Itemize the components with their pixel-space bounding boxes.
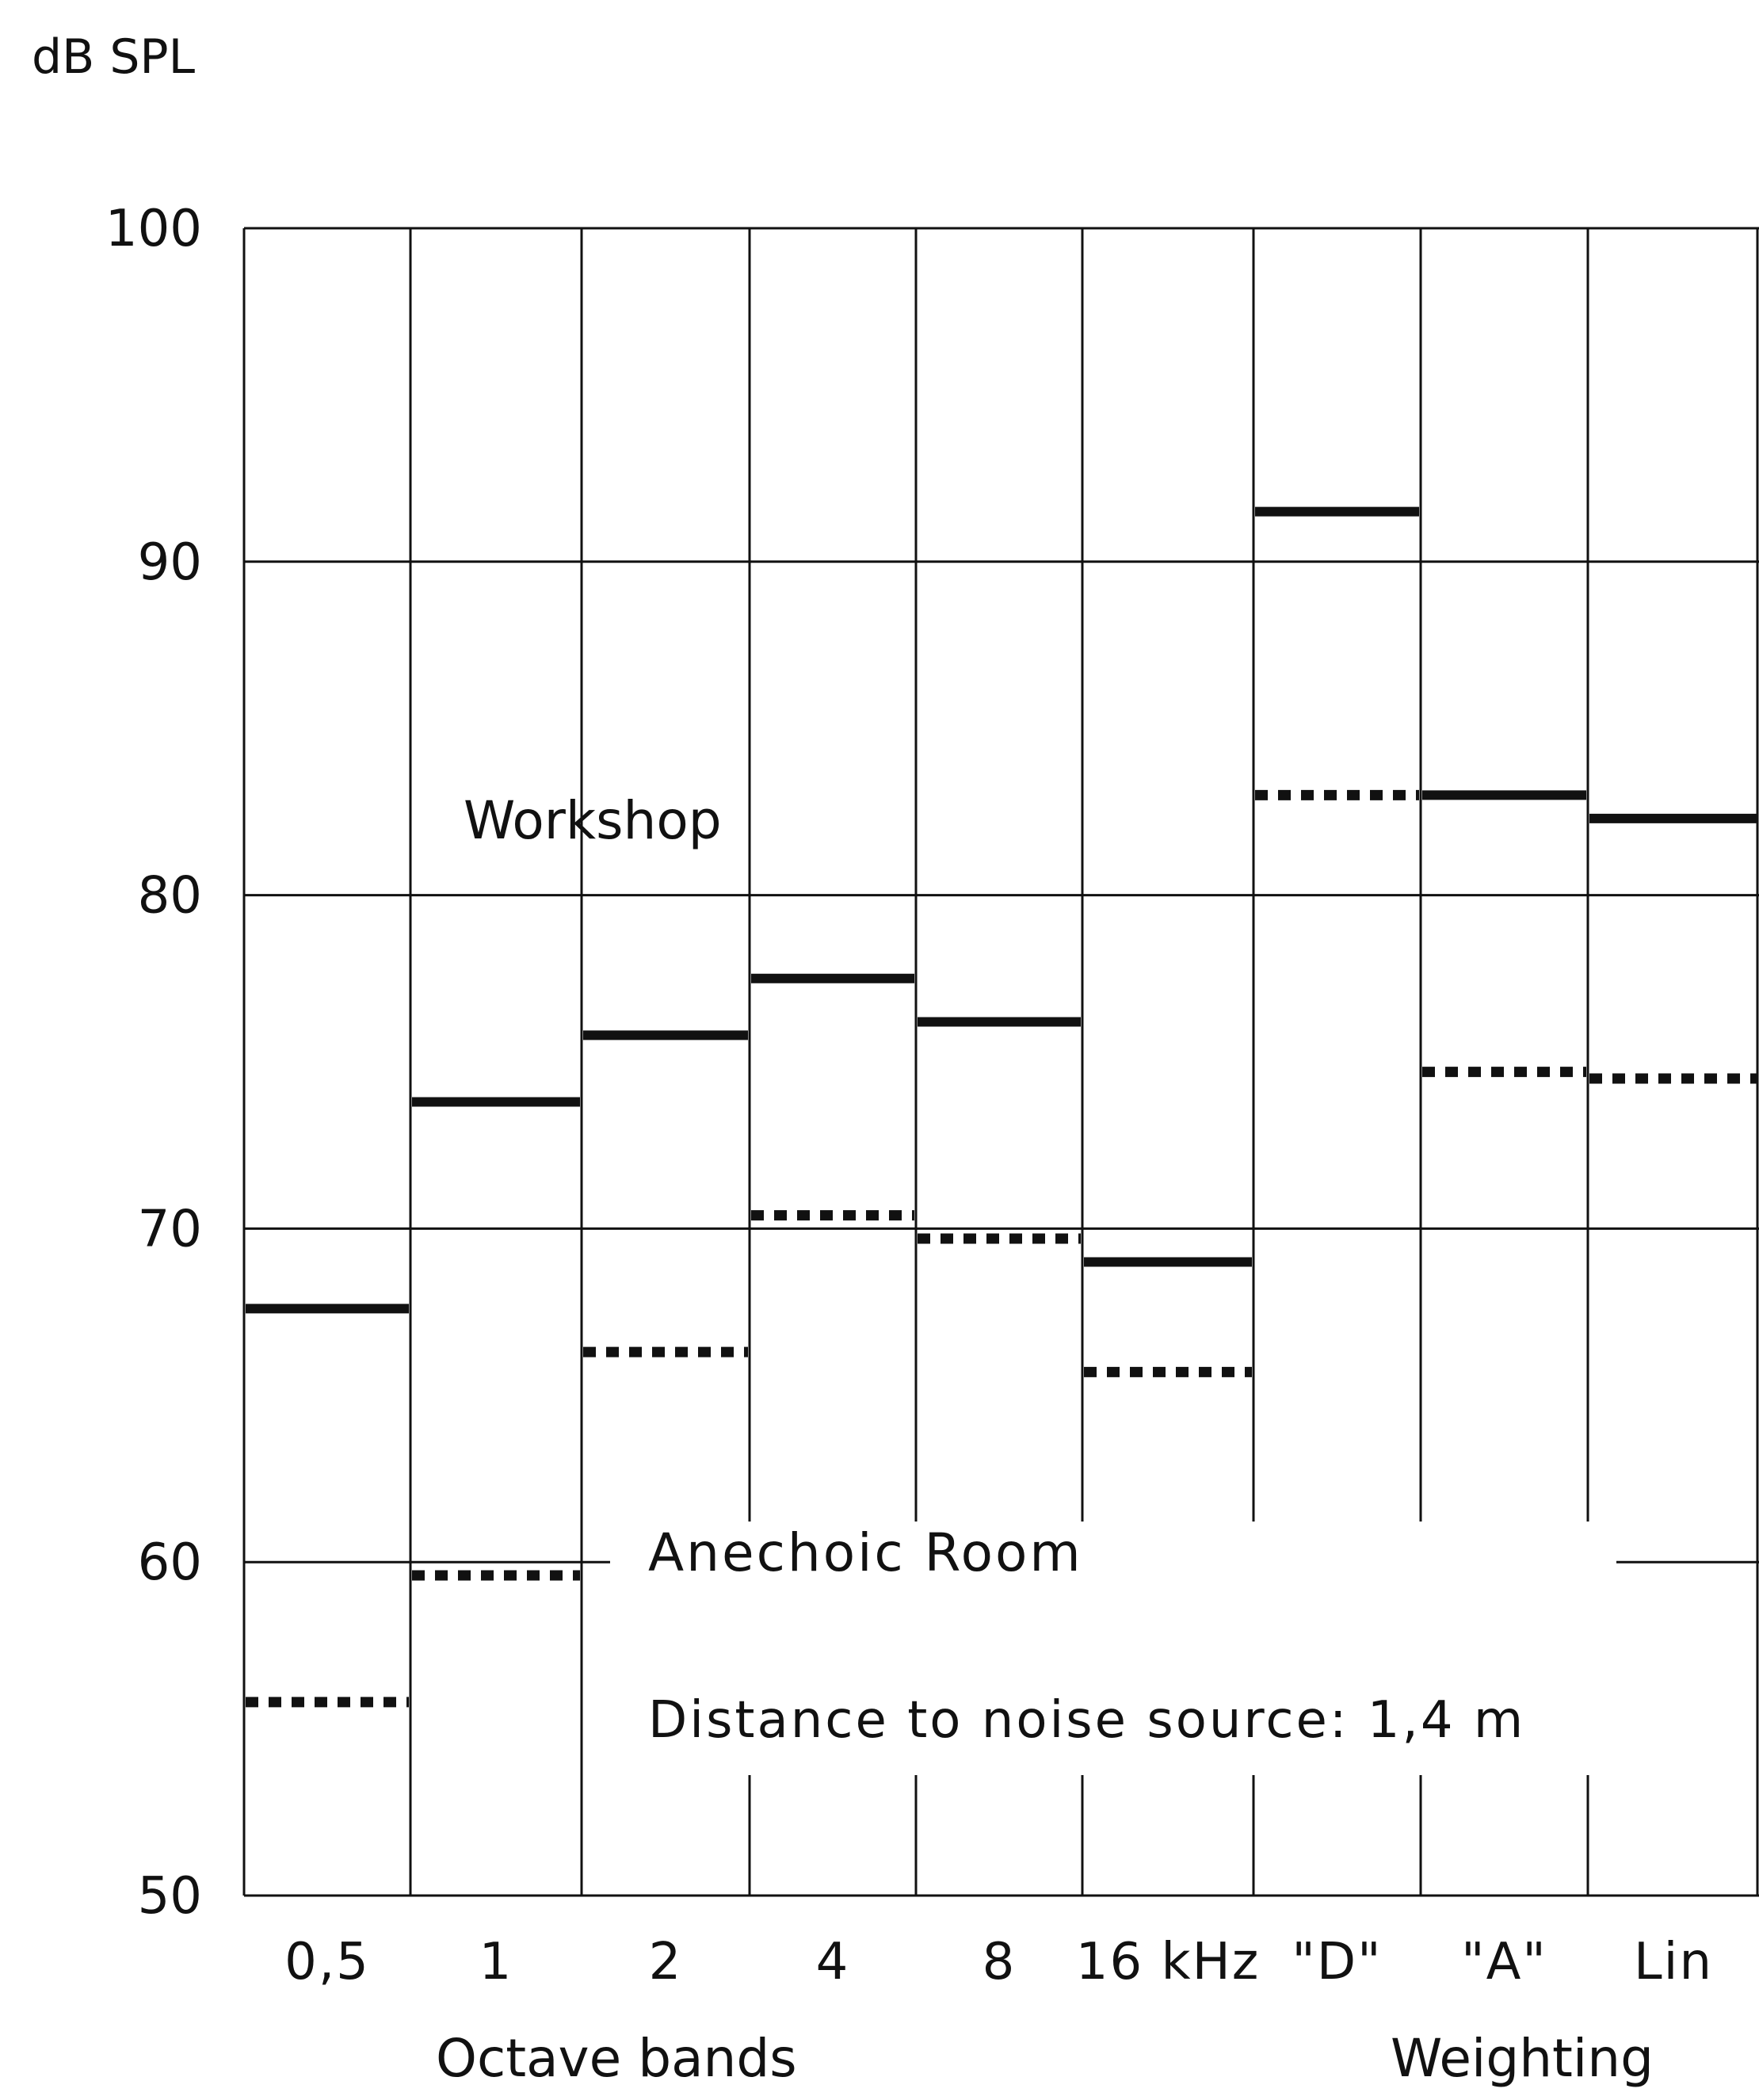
x-axis-label-weighting: Weighting (1391, 2028, 1654, 2089)
y-tick-label: 50 (138, 1867, 202, 1926)
annotation-text: Distance to noise source: 1,4 m (648, 1691, 1525, 1750)
x-axis-label-octave-bands: Octave bands (436, 2028, 797, 2089)
x-tick-label: "D" (1292, 1933, 1382, 1991)
y-tick-label: 100 (105, 200, 202, 258)
y-axis-label: dB SPL (32, 29, 196, 85)
y-tick-label: 90 (138, 533, 202, 592)
x-tick-label: Lin (1634, 1933, 1713, 1991)
x-tick-label: 4 (816, 1933, 850, 1991)
x-tick-label: 0,5 (284, 1933, 370, 1991)
y-tick-labels: 100 90 80 70 60 50 (105, 200, 202, 1926)
series-label-anechoic-room: Anechoic Room (648, 1522, 1083, 1583)
x-tick-label: 8 (983, 1933, 1017, 1991)
y-tick-label: 70 (138, 1200, 202, 1258)
series-label-workshop: Workshop (464, 790, 722, 851)
x-tick-label: "A" (1461, 1933, 1547, 1991)
y-tick-label: 80 (138, 867, 202, 926)
x-tick-labels: 0,5 1 2 4 8 16 kHz "D" "A" Lin (284, 1933, 1713, 1991)
x-tick-label: 1 (479, 1933, 513, 1991)
x-tick-label: 2 (649, 1933, 683, 1991)
x-tick-label: 16 kHz (1076, 1933, 1261, 1991)
data-marks (246, 506, 1757, 1708)
y-tick-label: 60 (138, 1533, 202, 1592)
annotation-background (610, 1522, 1616, 1775)
